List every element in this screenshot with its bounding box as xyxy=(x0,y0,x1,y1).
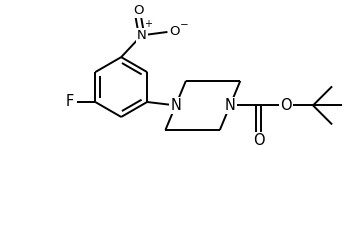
Text: N: N xyxy=(137,29,146,42)
Text: −: − xyxy=(179,20,188,30)
Text: N: N xyxy=(224,98,236,113)
Text: O: O xyxy=(280,98,292,113)
Text: O: O xyxy=(253,133,265,148)
Text: O: O xyxy=(133,4,144,17)
Text: +: + xyxy=(144,20,152,30)
Text: F: F xyxy=(66,94,74,109)
Text: N: N xyxy=(170,98,181,113)
Text: O: O xyxy=(169,25,179,39)
